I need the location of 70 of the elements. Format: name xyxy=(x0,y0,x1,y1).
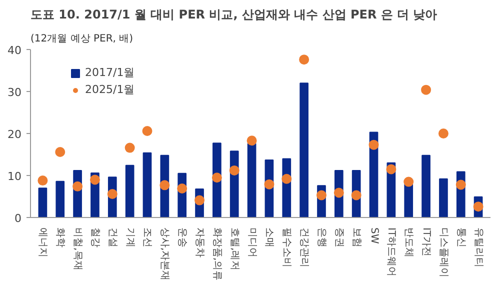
bar xyxy=(125,164,134,218)
x-tick-label: 조선 xyxy=(142,228,153,248)
point xyxy=(386,164,396,174)
point xyxy=(316,190,326,200)
x-tick-label: 소매 xyxy=(264,228,275,248)
point xyxy=(55,146,66,157)
point xyxy=(38,176,48,186)
point xyxy=(72,181,83,192)
bar xyxy=(142,152,152,218)
bar xyxy=(38,188,48,218)
point xyxy=(246,136,257,146)
x-tick-label: 에너지 xyxy=(37,228,48,258)
y-tick-label: 10 xyxy=(8,170,22,183)
x-tick-label: IT가전 xyxy=(420,228,432,257)
point xyxy=(229,165,240,176)
y-axis-title: (12개월 예상 PER, 배) xyxy=(30,34,134,44)
bar xyxy=(422,154,430,218)
point xyxy=(194,195,205,206)
x-tick-label: 필수소비 xyxy=(281,228,292,268)
x-tick-label: 은행 xyxy=(316,228,327,248)
point xyxy=(142,126,152,136)
x-tick-label: IT하드웨어 xyxy=(386,228,397,277)
point xyxy=(404,176,414,187)
chart-title: 도표 10. 2017/1 월 대비 PER 비교, 산업재와 내수 산업 PER 은 더 낮아 xyxy=(30,8,438,22)
x-tick-label: 화장품,의류 xyxy=(211,228,222,281)
x-tick-label: 화학 xyxy=(54,228,66,248)
point xyxy=(351,190,362,200)
point xyxy=(90,174,100,185)
x-tick-label: 상사,자본재 xyxy=(159,228,170,281)
point xyxy=(368,140,379,150)
bar xyxy=(247,143,256,218)
x-tick-label: 비철,목재 xyxy=(72,228,84,271)
x-tick-label: 디스플레이 xyxy=(438,228,449,278)
bar xyxy=(439,178,448,218)
y-tick-label: 30 xyxy=(8,86,22,99)
x-tick-label: 기계 xyxy=(124,228,136,248)
point xyxy=(299,54,310,65)
point xyxy=(212,172,222,183)
bar xyxy=(56,180,65,218)
point xyxy=(421,84,432,95)
x-tick-label: 미디어 xyxy=(246,228,258,258)
point xyxy=(264,179,274,190)
x-tick-label: 운송 xyxy=(176,228,188,248)
point xyxy=(160,180,170,190)
x-tick-label: 반도체 xyxy=(403,228,414,258)
x-tick-label: 건강관리 xyxy=(298,228,310,268)
point xyxy=(473,202,484,212)
x-tick-label: 호텔,레저 xyxy=(228,228,240,271)
point xyxy=(124,142,135,153)
point xyxy=(438,128,448,138)
x-tick-label: 증권 xyxy=(333,228,344,248)
y-tick-label: 20 xyxy=(8,128,22,141)
y-tick-label: 0 xyxy=(14,212,22,225)
x-tick-label: 건설 xyxy=(106,228,118,248)
legend-label: 2017/1월 xyxy=(85,65,135,80)
x-tick-label: 철강 xyxy=(89,228,100,248)
bar xyxy=(300,82,308,218)
y-tick-label: 40 xyxy=(8,44,22,57)
x-tick-label: 유틸리티 xyxy=(472,228,484,268)
x-tick-label: SW xyxy=(368,228,380,244)
point xyxy=(456,180,466,190)
bar xyxy=(404,184,414,218)
x-tick-label: 통신 xyxy=(455,228,466,248)
point xyxy=(334,188,344,198)
point xyxy=(107,188,118,199)
point xyxy=(177,184,188,194)
legend-label: 2025/1월 xyxy=(85,82,135,97)
point xyxy=(282,174,292,184)
x-tick-label: 보험 xyxy=(350,228,362,248)
x-tick-label: 자동차 xyxy=(194,228,206,258)
